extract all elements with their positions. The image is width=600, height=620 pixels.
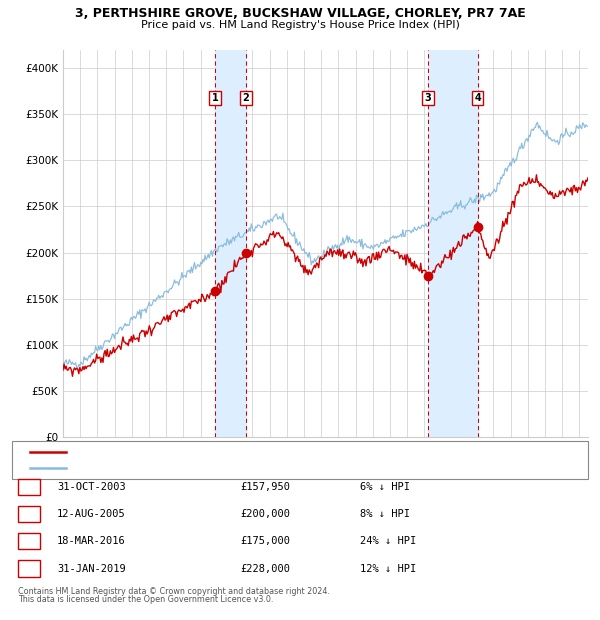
Text: 2: 2 <box>242 93 249 103</box>
Text: 1: 1 <box>212 93 218 103</box>
Text: 31-OCT-2003: 31-OCT-2003 <box>57 482 126 492</box>
Text: 31-JAN-2019: 31-JAN-2019 <box>57 564 126 574</box>
Text: 6% ↓ HPI: 6% ↓ HPI <box>360 482 410 492</box>
Text: This data is licensed under the Open Government Licence v3.0.: This data is licensed under the Open Gov… <box>18 595 274 604</box>
Text: £228,000: £228,000 <box>240 564 290 574</box>
Bar <box>215 50 246 437</box>
Text: 3, PERTHSHIRE GROVE, BUCKSHAW VILLAGE, CHORLEY, PR7 7AE: 3, PERTHSHIRE GROVE, BUCKSHAW VILLAGE, C… <box>74 7 526 20</box>
Text: HPI: Average price, detached house, South Ribble: HPI: Average price, detached house, Sout… <box>72 464 297 472</box>
Text: 24% ↓ HPI: 24% ↓ HPI <box>360 536 416 546</box>
Text: £200,000: £200,000 <box>240 509 290 519</box>
Text: 4: 4 <box>25 564 32 574</box>
Text: 18-MAR-2016: 18-MAR-2016 <box>57 536 126 546</box>
Text: 12% ↓ HPI: 12% ↓ HPI <box>360 564 416 574</box>
Text: 3: 3 <box>425 93 431 103</box>
Text: 12-AUG-2005: 12-AUG-2005 <box>57 509 126 519</box>
Text: Contains HM Land Registry data © Crown copyright and database right 2024.: Contains HM Land Registry data © Crown c… <box>18 587 330 596</box>
Text: 4: 4 <box>474 93 481 103</box>
Text: £157,950: £157,950 <box>240 482 290 492</box>
Bar <box>428 50 478 437</box>
Text: Price paid vs. HM Land Registry's House Price Index (HPI): Price paid vs. HM Land Registry's House … <box>140 20 460 30</box>
Text: £175,000: £175,000 <box>240 536 290 546</box>
Text: 3, PERTHSHIRE GROVE, BUCKSHAW VILLAGE, CHORLEY, PR7 7AE (detached house): 3, PERTHSHIRE GROVE, BUCKSHAW VILLAGE, C… <box>72 448 446 456</box>
Text: 2: 2 <box>25 509 32 519</box>
Text: 3: 3 <box>25 536 32 546</box>
Text: 1: 1 <box>25 482 32 492</box>
Text: 8% ↓ HPI: 8% ↓ HPI <box>360 509 410 519</box>
